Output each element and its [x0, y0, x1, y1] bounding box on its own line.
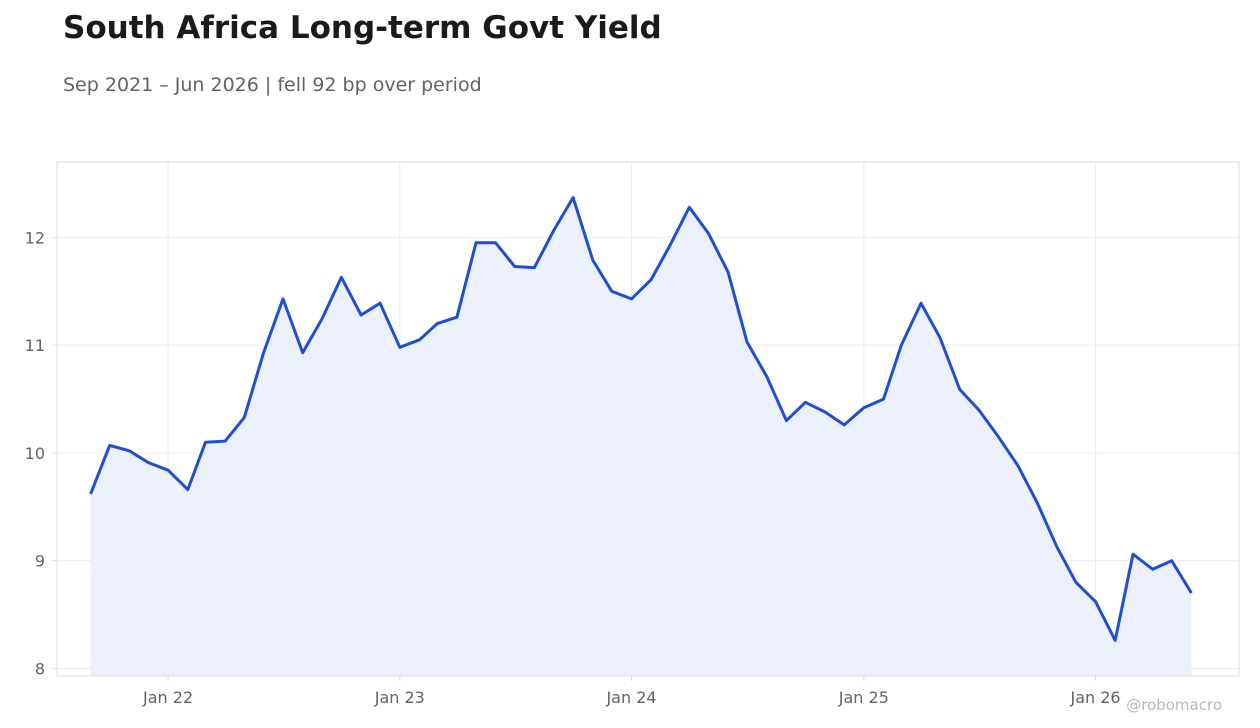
x-tick-label: Jan 22 — [142, 688, 193, 707]
data-point — [997, 435, 1000, 438]
x-tick-label: Jan 24 — [605, 688, 656, 707]
data-point — [843, 423, 846, 426]
data-point — [513, 265, 516, 268]
data-point — [765, 375, 768, 378]
data-point — [224, 440, 227, 443]
data-point — [862, 406, 865, 409]
y-axis-ticks: 8 9 10 11 12 — [25, 228, 57, 678]
data-point — [436, 322, 439, 325]
data-point — [243, 416, 246, 419]
data-point — [824, 411, 827, 414]
data-point — [1170, 559, 1173, 562]
data-point — [340, 276, 343, 279]
data-point — [379, 302, 382, 305]
x-axis-ticks: Jan 22 Jan 23 Jan 24 Jan 25 Jan 26 — [142, 676, 1121, 707]
data-point — [494, 241, 497, 244]
data-point — [707, 232, 710, 235]
data-point — [939, 336, 942, 339]
data-point — [360, 314, 363, 317]
chart-title: South Africa Long-term Govt Yield — [63, 10, 662, 46]
data-point — [1074, 581, 1077, 584]
data-point — [1055, 545, 1058, 548]
watermark: @robomacro — [1126, 696, 1222, 714]
y-tick-label: 10 — [25, 444, 45, 463]
data-point — [900, 344, 903, 347]
data-point — [282, 297, 285, 300]
data-point — [727, 270, 730, 273]
data-point — [688, 206, 691, 209]
data-point — [572, 196, 575, 199]
data-point — [262, 350, 265, 353]
data-point — [186, 488, 189, 491]
data-point — [89, 492, 92, 495]
area-fill — [90, 197, 1192, 676]
data-point — [321, 317, 324, 320]
data-point — [630, 297, 633, 300]
data-point — [958, 388, 961, 391]
data-point — [533, 266, 536, 269]
data-point — [804, 401, 807, 404]
yield-line — [89, 196, 1193, 642]
data-point — [301, 351, 304, 354]
data-point — [455, 316, 458, 319]
y-tick-label: 12 — [25, 228, 45, 247]
data-point — [591, 259, 594, 262]
x-tick-label: Jan 26 — [1069, 688, 1120, 707]
data-point — [1190, 592, 1193, 595]
data-point — [920, 302, 923, 305]
data-point — [610, 290, 613, 293]
x-tick-label: Jan 25 — [838, 688, 889, 707]
data-point — [147, 461, 150, 464]
data-point — [882, 398, 885, 401]
y-tick-label: 9 — [35, 552, 45, 571]
data-point — [475, 241, 478, 244]
data-point — [1132, 553, 1135, 556]
data-point — [553, 228, 556, 231]
chart-subtitle: Sep 2021 – Jun 2026 | fell 92 bp over pe… — [63, 74, 482, 96]
plot-frame — [56, 161, 1240, 677]
data-point — [128, 449, 131, 452]
data-point — [977, 408, 980, 411]
data-point — [398, 346, 401, 349]
data-point — [204, 441, 207, 444]
data-point — [1094, 600, 1097, 603]
data-point — [1114, 639, 1117, 642]
x-tick-label: Jan 23 — [374, 688, 425, 707]
data-point — [1036, 501, 1039, 504]
data-point — [650, 278, 653, 281]
y-tick-label: 11 — [25, 336, 45, 355]
data-point — [1151, 568, 1154, 571]
data-point — [167, 469, 170, 472]
data-point — [746, 341, 749, 344]
data-point — [108, 444, 111, 447]
y-tick-label: 8 — [35, 659, 45, 678]
data-point — [785, 419, 788, 422]
data-point — [1017, 464, 1020, 467]
data-point — [668, 245, 671, 248]
data-point — [418, 338, 421, 341]
